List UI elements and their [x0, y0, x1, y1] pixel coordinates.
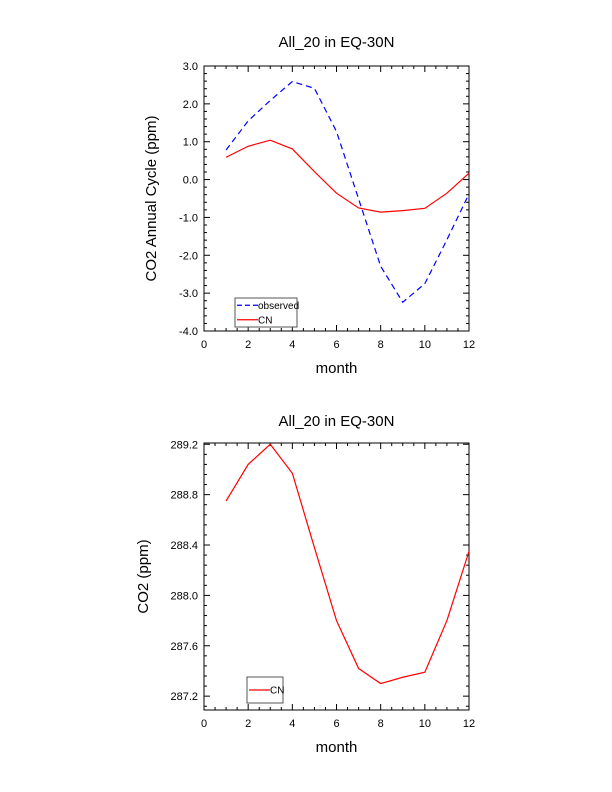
y-tick-label: -1.0 [179, 212, 198, 224]
chart-title: All_20 in EQ-30N [279, 34, 395, 51]
y-tick-label: 287.2 [170, 691, 198, 703]
x-tick-label: 12 [463, 339, 475, 351]
x-tick-label: 0 [201, 718, 207, 730]
y-axis-label: CO2 Annual Cycle (ppm) [143, 116, 160, 282]
y-tick-label: 288.4 [170, 540, 198, 552]
y-tick-label: 288.0 [170, 590, 198, 602]
y-tick-label: 289.2 [170, 439, 198, 451]
chart-1: All_20 in EQ-30N 0 2 4 6 8 10 12 -4.0 -3.0 -2.0 -1.… [143, 34, 475, 377]
y-tick-label: 0.0 [183, 175, 198, 187]
y-tick-label: 287.6 [170, 641, 198, 653]
x-tick-label: 6 [333, 339, 339, 351]
y-tick-label: 3.0 [183, 61, 198, 73]
x-tick-label: 6 [333, 718, 339, 730]
y-tick-label: 2.0 [183, 99, 198, 111]
legend-label: observed [258, 301, 299, 312]
chart-title: All_20 in EQ-30N [279, 413, 395, 430]
series-line-cn [225, 139, 470, 213]
plot-frame [203, 65, 470, 332]
x-tick-label: 10 [419, 339, 431, 351]
x-tick-label: 10 [419, 718, 431, 730]
series-line-observed [225, 80, 470, 304]
y-tick-label: 1.0 [183, 137, 198, 149]
x-axis-label: month [316, 739, 358, 756]
y-tick-label: -2.0 [179, 250, 198, 262]
x-axis-label: month [316, 360, 358, 377]
legend: CN [246, 676, 284, 704]
legend-label: CN [270, 686, 284, 697]
chart-2: All_20 in EQ-30N 0 2 4 6 8 10 12 287.2 287.6 288.0… [135, 413, 475, 756]
legend-label: CN [258, 315, 272, 326]
x-tick-label: 2 [245, 718, 251, 730]
x-tick-label: 2 [245, 339, 251, 351]
y-tick-label: -3.0 [179, 288, 198, 300]
x-tick-label: 12 [463, 718, 475, 730]
x-tick-label: 8 [378, 339, 384, 351]
legend-box [234, 297, 298, 328]
y-tick-label: -4.0 [179, 326, 198, 338]
x-tick-label: 4 [289, 718, 295, 730]
legend: observed CN [234, 297, 299, 328]
plot-frame [203, 442, 470, 711]
x-tick-label: 0 [201, 339, 207, 351]
x-tick-label: 8 [378, 718, 384, 730]
y-tick-label: 288.8 [170, 490, 198, 502]
series-line-cn [225, 443, 470, 685]
x-tick-label: 4 [289, 339, 295, 351]
y-axis-label: CO2 (ppm) [135, 539, 152, 613]
